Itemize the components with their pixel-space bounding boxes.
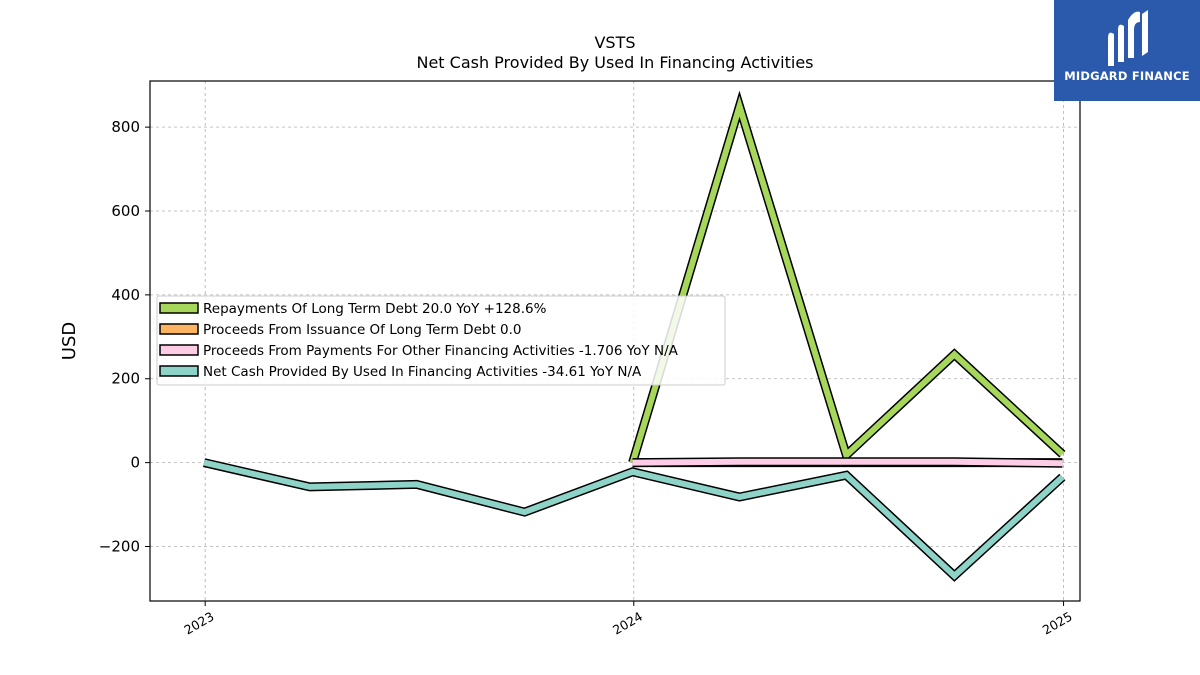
y-tick-label: 800 — [111, 118, 140, 136]
x-tick-label: 2025 — [1040, 609, 1075, 638]
legend-swatch — [159, 302, 199, 314]
legend-label: Proceeds From Payments For Other Financi… — [203, 343, 679, 359]
x-axis-ticks: 2023 2024 2025 — [181, 601, 1075, 638]
legend-label: Repayments Of Long Term Debt 20.0 YoY +1… — [203, 301, 547, 317]
y-axis-label: USD — [59, 322, 80, 360]
y-tick-label: 200 — [111, 370, 140, 388]
y-tick-label: 0 — [130, 454, 140, 472]
series-proceeds-from-payments-for-other-financing-activities — [632, 457, 1063, 468]
brand-logo: MIDGARD FINANCE — [1054, 0, 1200, 101]
series-line — [632, 458, 1063, 467]
y-tick-label: −200 — [99, 537, 140, 555]
legend-swatch — [159, 323, 199, 335]
legend: Repayments Of Long Term Debt 20.0 YoY +1… — [156, 295, 726, 386]
legend-swatch — [159, 365, 199, 377]
series-outline — [628, 90, 1066, 464]
x-tick-label: 2023 — [181, 609, 216, 638]
midgard-m-logo-icon — [1108, 10, 1148, 66]
legend-label: Proceeds From Issuance Of Long Term Debt… — [203, 322, 522, 338]
brand-name: MIDGARD FINANCE — [1064, 69, 1190, 83]
series-repayments-of-long-term-debt — [628, 90, 1066, 464]
y-tick-label: 400 — [111, 286, 140, 304]
y-tick-label: 600 — [111, 202, 140, 220]
series-line — [629, 95, 1065, 464]
x-tick-label: 2024 — [610, 609, 645, 638]
series-line — [203, 459, 1065, 580]
legend-swatch — [159, 344, 199, 356]
plot-frame — [149, 80, 1081, 602]
series-net-cash-provided-by-used-in-financing-activities — [202, 458, 1066, 582]
legend-box — [156, 295, 726, 386]
series-lines — [202, 90, 1066, 582]
y-axis-ticks: −200 0 200 400 600 800 — [99, 118, 150, 555]
legend-label: Net Cash Provided By Used In Financing A… — [203, 364, 642, 380]
chart-subtitle: Net Cash Provided By Used In Financing A… — [416, 53, 813, 72]
chart-title: VSTS — [594, 33, 635, 52]
